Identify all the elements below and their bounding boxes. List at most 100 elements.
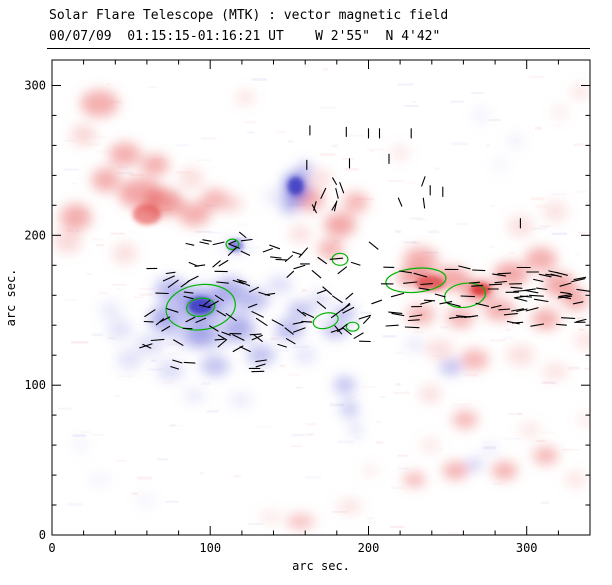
- noise-streak: [196, 159, 213, 162]
- negative-flux-blob: [482, 443, 499, 456]
- field-vector: [519, 295, 533, 298]
- positive-flux-blob: [362, 464, 378, 477]
- noise-streak: [450, 100, 464, 103]
- noise-streak: [242, 246, 261, 249]
- noise-streak: [71, 341, 89, 344]
- noise-streak: [552, 124, 562, 127]
- field-vector: [353, 332, 364, 339]
- field-vector: [292, 251, 303, 256]
- field-vector: [185, 242, 195, 246]
- field-vector: [421, 176, 426, 187]
- field-vector: [506, 320, 520, 325]
- x-axis-title: arc sec.: [292, 559, 350, 573]
- field-vector: [559, 282, 572, 287]
- noise-streak: [331, 511, 349, 513]
- noise-streak: [91, 433, 105, 436]
- field-vector: [371, 299, 383, 305]
- noise-streak: [518, 413, 523, 415]
- field-vector: [264, 292, 276, 296]
- noise-streak: [232, 348, 238, 351]
- positive-flux-blob: [563, 289, 589, 311]
- field-vector: [216, 281, 229, 284]
- field-vector: [144, 309, 156, 318]
- field-vector: [533, 298, 549, 303]
- field-vector: [316, 289, 327, 294]
- x-tick-label: 0: [48, 541, 55, 555]
- noise-streak: [320, 106, 338, 109]
- field-vector: [536, 287, 548, 291]
- noise-streak: [579, 328, 585, 331]
- field-vector: [139, 343, 153, 349]
- field-vector: [329, 257, 344, 260]
- noise-streak: [199, 472, 205, 475]
- field-vector: [262, 248, 273, 253]
- positive-flux-blob: [80, 90, 119, 117]
- field-vector: [202, 299, 211, 307]
- noise-streak: [490, 339, 507, 342]
- field-vector: [248, 303, 258, 308]
- noise-streak: [305, 422, 317, 426]
- noise-streak: [92, 136, 108, 138]
- noise-streak: [79, 430, 91, 433]
- plot-frame: [51, 59, 591, 536]
- field-vector: [350, 261, 361, 266]
- positive-flux-blob: [525, 247, 557, 272]
- field-vector: [571, 278, 586, 283]
- plot-title: Solar Flare Telescope (MTK) : vector mag…: [49, 8, 449, 23]
- field-vector: [413, 272, 428, 278]
- field-contour: [385, 267, 447, 294]
- noise-streak: [236, 237, 252, 241]
- positive-flux-blob: [531, 308, 560, 330]
- positive-flux-blob: [259, 511, 282, 523]
- noise-streak: [329, 403, 345, 407]
- negative-flux-blob: [287, 301, 314, 320]
- field-vector: [332, 177, 337, 185]
- field-vector: [390, 292, 405, 298]
- field-vector: [464, 315, 479, 318]
- noise-streak: [116, 375, 134, 377]
- noise-streak: [387, 180, 404, 182]
- positive-flux-blob: [324, 212, 356, 237]
- noise-streak: [452, 403, 471, 406]
- noise-streak: [358, 304, 363, 307]
- positive-flux-blob: [343, 191, 369, 213]
- field-vector: [142, 343, 152, 349]
- negative-flux-blob: [439, 359, 462, 375]
- negative-flux-blob: [466, 458, 483, 471]
- field-vector: [162, 275, 175, 282]
- noise-streak: [58, 407, 73, 410]
- field-vector: [255, 363, 266, 368]
- field-vector: [212, 260, 221, 268]
- noise-streak: [72, 434, 86, 437]
- field-vector: [161, 325, 171, 332]
- noise-streak: [165, 500, 179, 503]
- field-vector: [322, 286, 333, 295]
- noise-streak: [504, 438, 521, 440]
- noise-streak: [303, 64, 309, 68]
- noise-streak: [574, 253, 582, 256]
- noise-streak: [456, 223, 468, 225]
- noise-streak: [206, 409, 219, 413]
- field-vector: [255, 317, 268, 326]
- field-contour: [165, 283, 236, 331]
- noise-streak: [307, 319, 325, 323]
- positive-flux-blob: [419, 385, 442, 404]
- field-vector: [460, 295, 475, 298]
- positive-flux-blob: [420, 437, 440, 453]
- y-tick-label: 300: [24, 78, 46, 92]
- noise-streak: [275, 349, 289, 352]
- negative-flux-blob: [90, 473, 109, 486]
- noise-streak: [578, 231, 587, 234]
- negative-flux-blob: [347, 422, 364, 438]
- noise-streak: [427, 290, 445, 293]
- field-vector: [292, 327, 306, 333]
- noise-streak: [507, 413, 522, 415]
- field-vector: [332, 295, 343, 304]
- noise-streak: [315, 331, 321, 333]
- noise-streak: [175, 143, 189, 147]
- field-vector: [296, 309, 307, 317]
- noise-streak: [234, 253, 242, 256]
- noise-streak: [344, 168, 359, 171]
- positive-flux-blob: [218, 194, 244, 213]
